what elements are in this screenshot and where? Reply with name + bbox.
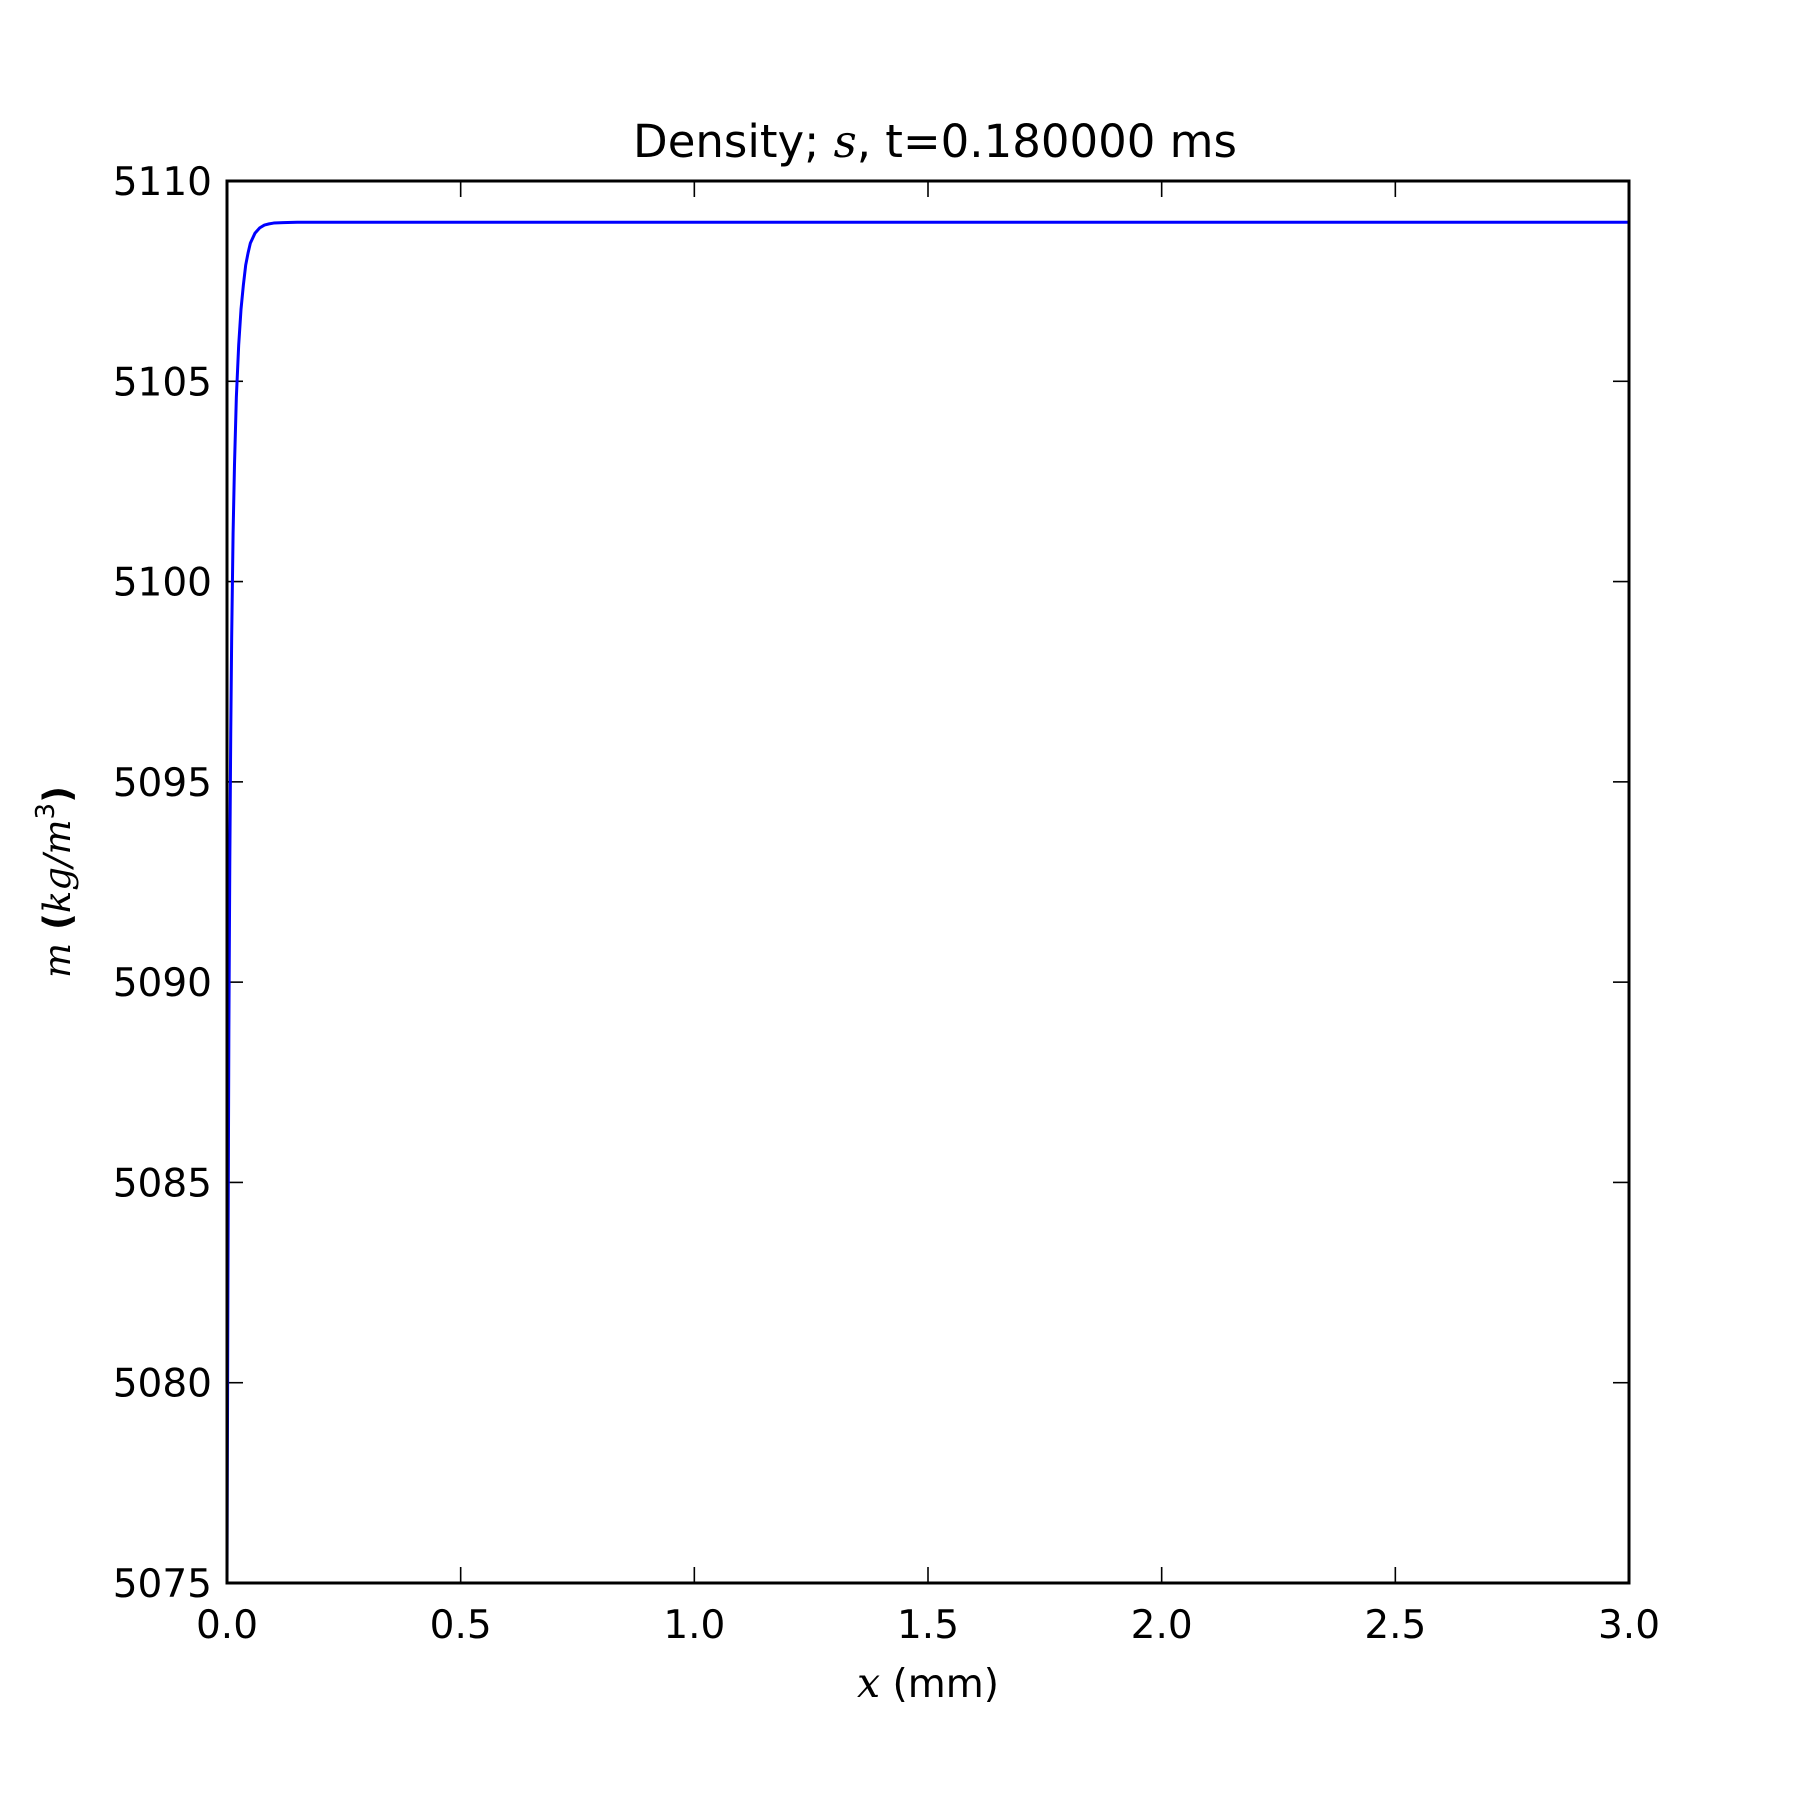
- y-tick-label: 5095: [113, 761, 212, 806]
- x-tick-label: 2.5: [1364, 1603, 1426, 1648]
- x-axis-label: x (mm): [857, 1659, 999, 1707]
- y-tick-label: 5100: [113, 561, 212, 606]
- series-layer: [227, 220, 1629, 1583]
- y-tick-label: 5085: [113, 1161, 212, 1206]
- y-tick-label: 5105: [113, 360, 212, 405]
- y-tick-label: 5075: [113, 1562, 212, 1607]
- x-tick-label: 0.0: [196, 1603, 258, 1648]
- x-tick-label: 2.0: [1131, 1603, 1193, 1648]
- y-tick-label: 5110: [113, 160, 212, 205]
- plot-area: [227, 181, 1629, 1583]
- x-tick-label: 1.5: [897, 1603, 959, 1648]
- tick-labels: 0.0 0.5 1.0 1.5 2.0 2.5 3.0 5075 5080 5085 5090 509…: [113, 160, 1660, 1648]
- plot-frame: [225, 179, 1631, 1585]
- y-axis-label: m (kg/m3): [31, 786, 79, 978]
- chart-title: Density; s, t=0.180000 ms: [633, 115, 1237, 168]
- density-series-line: [227, 220, 1629, 1583]
- x-tick-label: 3.0: [1598, 1603, 1660, 1648]
- x-tick-label: 1.0: [663, 1603, 725, 1648]
- y-tick-label: 5090: [113, 961, 212, 1006]
- x-tick-label: 0.5: [430, 1603, 492, 1648]
- y-tick-label: 5080: [113, 1362, 212, 1407]
